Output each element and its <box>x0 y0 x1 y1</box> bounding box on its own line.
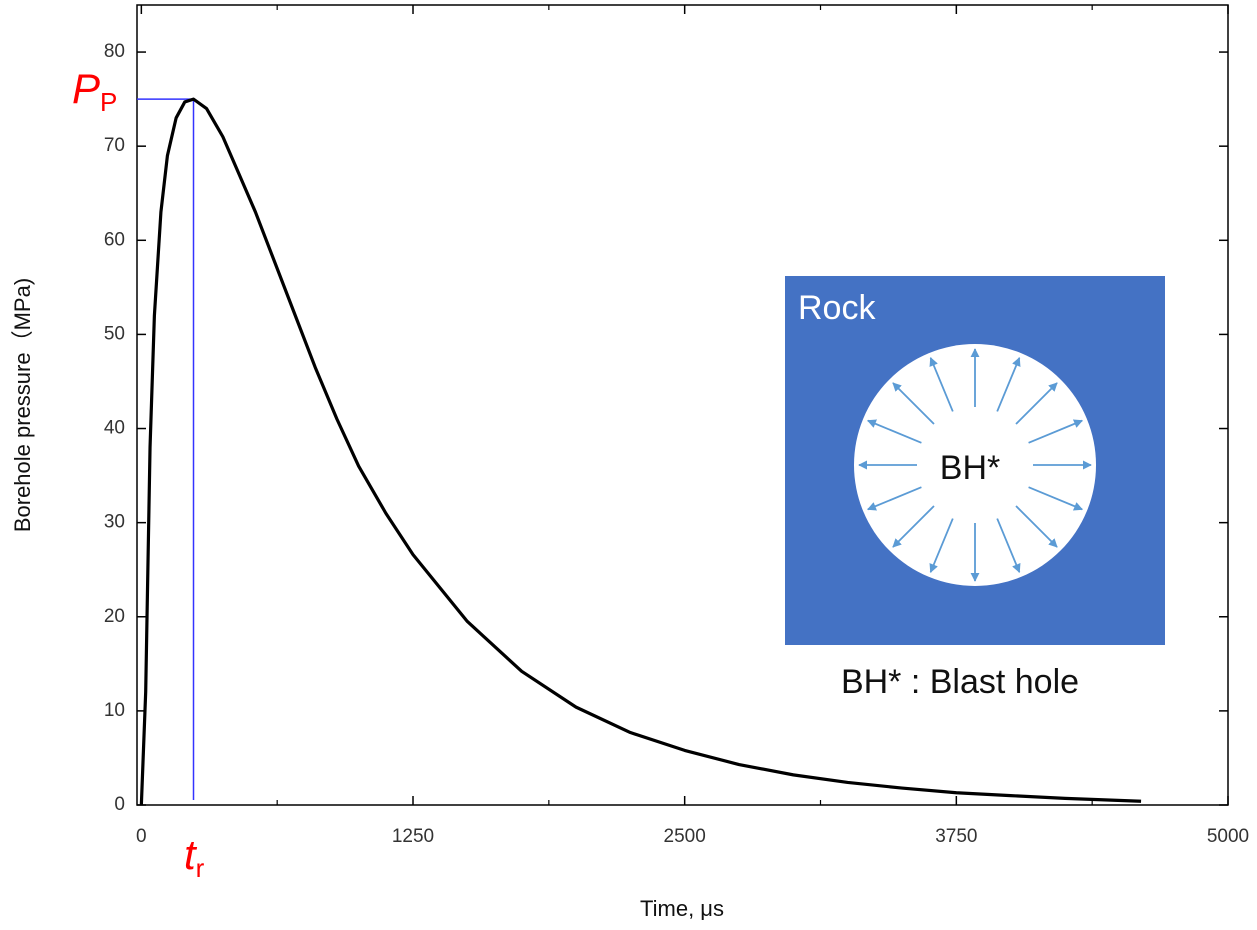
y-axis-label: Borehole pressure（MPa) <box>10 278 35 532</box>
rise-time-label: tr <box>184 831 205 883</box>
rock-label: Rock <box>798 289 876 327</box>
pressure-arrow <box>929 356 954 412</box>
x-tick-label: 2500 <box>664 826 706 847</box>
y-tick-label: 50 <box>104 323 125 344</box>
y-tick-label: 10 <box>104 700 125 721</box>
pressure-arrow <box>1028 419 1084 444</box>
pressure-arrow <box>996 518 1021 574</box>
pressure-arrow <box>892 382 935 425</box>
y-tick-label: 70 <box>104 135 125 156</box>
peak-pressure-subscript: P <box>100 87 117 117</box>
pressure-arrow <box>866 486 922 511</box>
pressure-arrows <box>858 348 1092 582</box>
x-tick-label: 0 <box>136 826 147 847</box>
y-tick-label: 20 <box>104 606 125 627</box>
pressure-arrow <box>1015 382 1058 425</box>
rise-time-subscript: r <box>196 853 205 883</box>
y-tick-label: 80 <box>104 41 125 62</box>
x-tick-label: 1250 <box>392 826 434 847</box>
inset: Rock BH* BH* : Blast hole <box>785 276 1165 701</box>
pressure-arrow <box>1015 505 1058 548</box>
inset-caption: BH* : Blast hole <box>841 663 1079 701</box>
hole-label: BH* <box>940 449 1000 487</box>
peak-pressure-label: PP <box>72 65 117 117</box>
y-tick-label: 30 <box>104 512 125 533</box>
pressure-curve <box>139 97 1142 806</box>
pressure-arrow <box>892 505 935 548</box>
x-axis-label: Time, μs <box>640 896 724 921</box>
y-tick-label: 60 <box>104 229 125 250</box>
x-tick-label: 3750 <box>935 826 977 847</box>
plot-frame <box>136 4 1229 806</box>
y-tick-label: 0 <box>114 794 125 815</box>
peak-pressure-symbol: P <box>72 65 100 112</box>
x-tick-label: 5000 <box>1207 826 1249 847</box>
rise-time-symbol: t <box>184 831 198 878</box>
pressure-arrow <box>1028 486 1084 511</box>
pressure-arrow <box>996 356 1021 412</box>
pressure-arrow <box>929 518 954 574</box>
pressure-arrow <box>866 419 922 444</box>
y-tick-label: 40 <box>104 418 125 439</box>
